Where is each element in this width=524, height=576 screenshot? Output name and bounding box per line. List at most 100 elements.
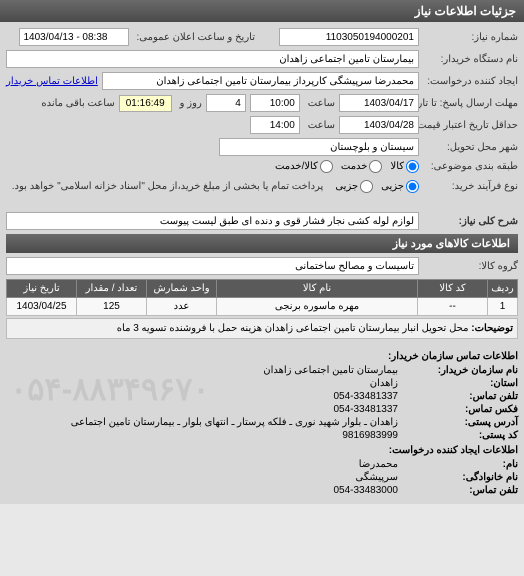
need-desc-row: شرح کلی نیاز: لوازم لوله کشی نجار فشار ق… (6, 212, 518, 230)
countdown-timer: 01:16:49 (119, 95, 172, 112)
creator-label: ایجاد کننده درخواست: (423, 76, 518, 87)
radio-cash-label: جزیی (381, 181, 404, 192)
requester-phone-value: 054-33483000 (333, 485, 398, 496)
radio-goods-service-label: کالا/خدمت (275, 161, 318, 172)
requester-lastname-row: نام خانوادگی: سرپیشگی (6, 472, 518, 483)
purchase-note: پرداخت تمام یا بخشی از مبلغ خرید،از محل … (12, 177, 324, 196)
contact-org-label: نام سازمان خریدار: (398, 365, 518, 376)
contact-province-value: زاهدان (370, 378, 398, 389)
radio-credit[interactable]: جزیی (335, 180, 373, 193)
deadline-date: 1403/04/17 (339, 94, 419, 112)
radio-cash-input[interactable] (406, 180, 419, 193)
contact-phone-label: تلفن تماس: (398, 391, 518, 402)
contact-section-title: اطلاعات تماس سازمان خریدار: (6, 351, 518, 362)
group-label: گروه کالا: (423, 261, 518, 272)
contact-section: ۰۵۴-۸۸۳۴۹۶۷۰ اطلاعات تماس سازمان خریدار:… (0, 345, 524, 504)
radio-goods-service-input[interactable] (320, 160, 333, 173)
purchase-radio-group: جزیی جزیی (335, 180, 419, 193)
validity-date: 1403/04/28 (339, 116, 419, 134)
radio-goods-service[interactable]: کالا/خدمت (275, 160, 333, 173)
th-date: تاریخ نیاز (7, 280, 77, 298)
delivery-city-row: شهر محل تحویل: سیستان و بلوچستان (6, 138, 518, 156)
category-label: طبقه بندی موضوعی: (423, 161, 518, 172)
td-name: مهره ماسوره برنجی (217, 298, 418, 316)
validity-label: حداقل تاریخ اعتبار قیمت: تا تاریخ: (423, 120, 518, 131)
items-section-header: اطلاعات کالاهای مورد نیاز (6, 234, 518, 253)
requester-phone-row: تلفن تماس: 054-33483000 (6, 485, 518, 496)
days-remaining: 4 (206, 94, 246, 112)
requester-lastname-value: سرپیشگی (356, 472, 398, 483)
contact-postal-label: کد پستی: (398, 430, 518, 441)
buyer-org-value: بیمارستان تامین اجتماعی زاهدان (6, 50, 419, 68)
page-header: جزئیات اطلاعات نیاز (0, 0, 524, 22)
delivery-label: توضیحات: (471, 323, 513, 334)
table-header-row: ردیف کد کالا نام کالا واحد شمارش تعداد /… (7, 280, 518, 298)
th-unit: واحد شمارش (147, 280, 217, 298)
remaining-label: ساعت باقی مانده (37, 98, 114, 109)
contact-fax-label: فکس تماس: (398, 404, 518, 415)
group-row: گروه کالا: تاسیسات و مصالح ساختمانی (6, 257, 518, 275)
td-date: 1403/04/25 (7, 298, 77, 316)
th-qty: تعداد / مقدار (77, 280, 147, 298)
items-section-title: اطلاعات کالاهای مورد نیاز (393, 238, 510, 250)
td-code: -- (418, 298, 488, 316)
td-qty: 125 (77, 298, 147, 316)
th-code: کد کالا (418, 280, 488, 298)
radio-cash[interactable]: جزیی (381, 180, 419, 193)
radio-goods[interactable]: کالا (390, 160, 419, 173)
creator-value: محمدرضا سرپیشگی کارپرداز بیمارستان تامین… (102, 72, 419, 90)
main-content: شماره نیاز: 1103050194000201 تاریخ و ساع… (0, 22, 524, 345)
requester-lastname-label: نام خانوادگی: (398, 472, 518, 483)
time-label-1: ساعت (304, 98, 335, 109)
th-row: ردیف (488, 280, 518, 298)
category-row: طبقه بندی موضوعی: کالا خدمت کالا/خدمت (6, 160, 518, 173)
need-desc-label: شرح کلی نیاز: (423, 216, 518, 227)
td-unit: عدد (147, 298, 217, 316)
contact-address-row: آدرس پستی: زاهدان ـ بلوار شهید نوری ـ فل… (6, 417, 518, 428)
radio-service-input[interactable] (369, 160, 382, 173)
watermark: ۰۵۴-۸۸۳۴۹۶۷۰ (10, 370, 210, 408)
contact-address-label: آدرس پستی: (398, 417, 518, 428)
contact-fax-value: 054-33481337 (333, 404, 398, 415)
contact-org-value: بیمارستان تامین اجتماعی زاهدان (263, 365, 398, 376)
delivery-city-label: شهر محل تحویل: (423, 142, 518, 153)
request-number-label: شماره نیاز: (423, 32, 518, 43)
page-title: جزئیات اطلاعات نیاز (415, 4, 516, 18)
delivery-box: توضیحات: محل تحویل انبار بیمارستان تامین… (6, 318, 518, 339)
buyer-org-row: نام دستگاه خریدار: بیمارستان تامین اجتما… (6, 50, 518, 68)
contact-province-label: استان: (398, 378, 518, 389)
contact-postal-value: 9816983999 (342, 430, 398, 441)
validity-row: حداقل تاریخ اعتبار قیمت: تا تاریخ: 1403/… (6, 116, 518, 134)
radio-service-label: خدمت (341, 161, 368, 172)
radio-goods-label: کالا (390, 161, 404, 172)
requester-name-row: نام: محمدرضا (6, 459, 518, 470)
requester-phone-label: تلفن تماس: (398, 485, 518, 496)
requester-name-value: محمدرضا (359, 459, 398, 470)
purchase-type-label: نوع فرآیند خرید: (423, 181, 518, 192)
group-value: تاسیسات و مصالح ساختمانی (6, 257, 419, 275)
category-radio-group: کالا خدمت کالا/خدمت (275, 160, 419, 173)
radio-credit-label: جزیی (335, 181, 358, 192)
purchase-type-row: نوع فرآیند خرید: جزیی جزیی پرداخت تمام ی… (6, 177, 518, 196)
need-desc-value: لوازم لوله کشی نجار فشار قوی و دنده ای ط… (6, 212, 419, 230)
request-number-value: 1103050194000201 (279, 28, 419, 46)
contact-phone-value: 054-33481337 (333, 391, 398, 402)
radio-credit-input[interactable] (360, 180, 373, 193)
validity-time: 14:00 (250, 116, 300, 134)
contact-link[interactable]: اطلاعات تماس خریدار (6, 76, 98, 87)
contact-address-value: زاهدان ـ بلوار شهید نوری ـ فلکه پرستار ـ… (71, 417, 398, 428)
day-label: روز و (176, 98, 202, 109)
radio-service[interactable]: خدمت (341, 160, 383, 173)
deadline-row: مهلت ارسال پاسخ: تا تاریخ: 1403/04/17 سا… (6, 94, 518, 112)
request-number-row: شماره نیاز: 1103050194000201 تاریخ و ساع… (6, 28, 518, 46)
requester-name-label: نام: (398, 459, 518, 470)
creator-row: ایجاد کننده درخواست: محمدرضا سرپیشگی کار… (6, 72, 518, 90)
items-table: ردیف کد کالا نام کالا واحد شمارش تعداد /… (6, 279, 518, 316)
buyer-org-label: نام دستگاه خریدار: (423, 54, 518, 65)
radio-goods-input[interactable] (406, 160, 419, 173)
delivery-city-value: سیستان و بلوچستان (219, 138, 419, 156)
th-name: نام کالا (217, 280, 418, 298)
table-row[interactable]: 1 -- مهره ماسوره برنجی عدد 125 1403/04/2… (7, 298, 518, 316)
contact-postal-row: کد پستی: 9816983999 (6, 430, 518, 441)
td-row: 1 (488, 298, 518, 316)
